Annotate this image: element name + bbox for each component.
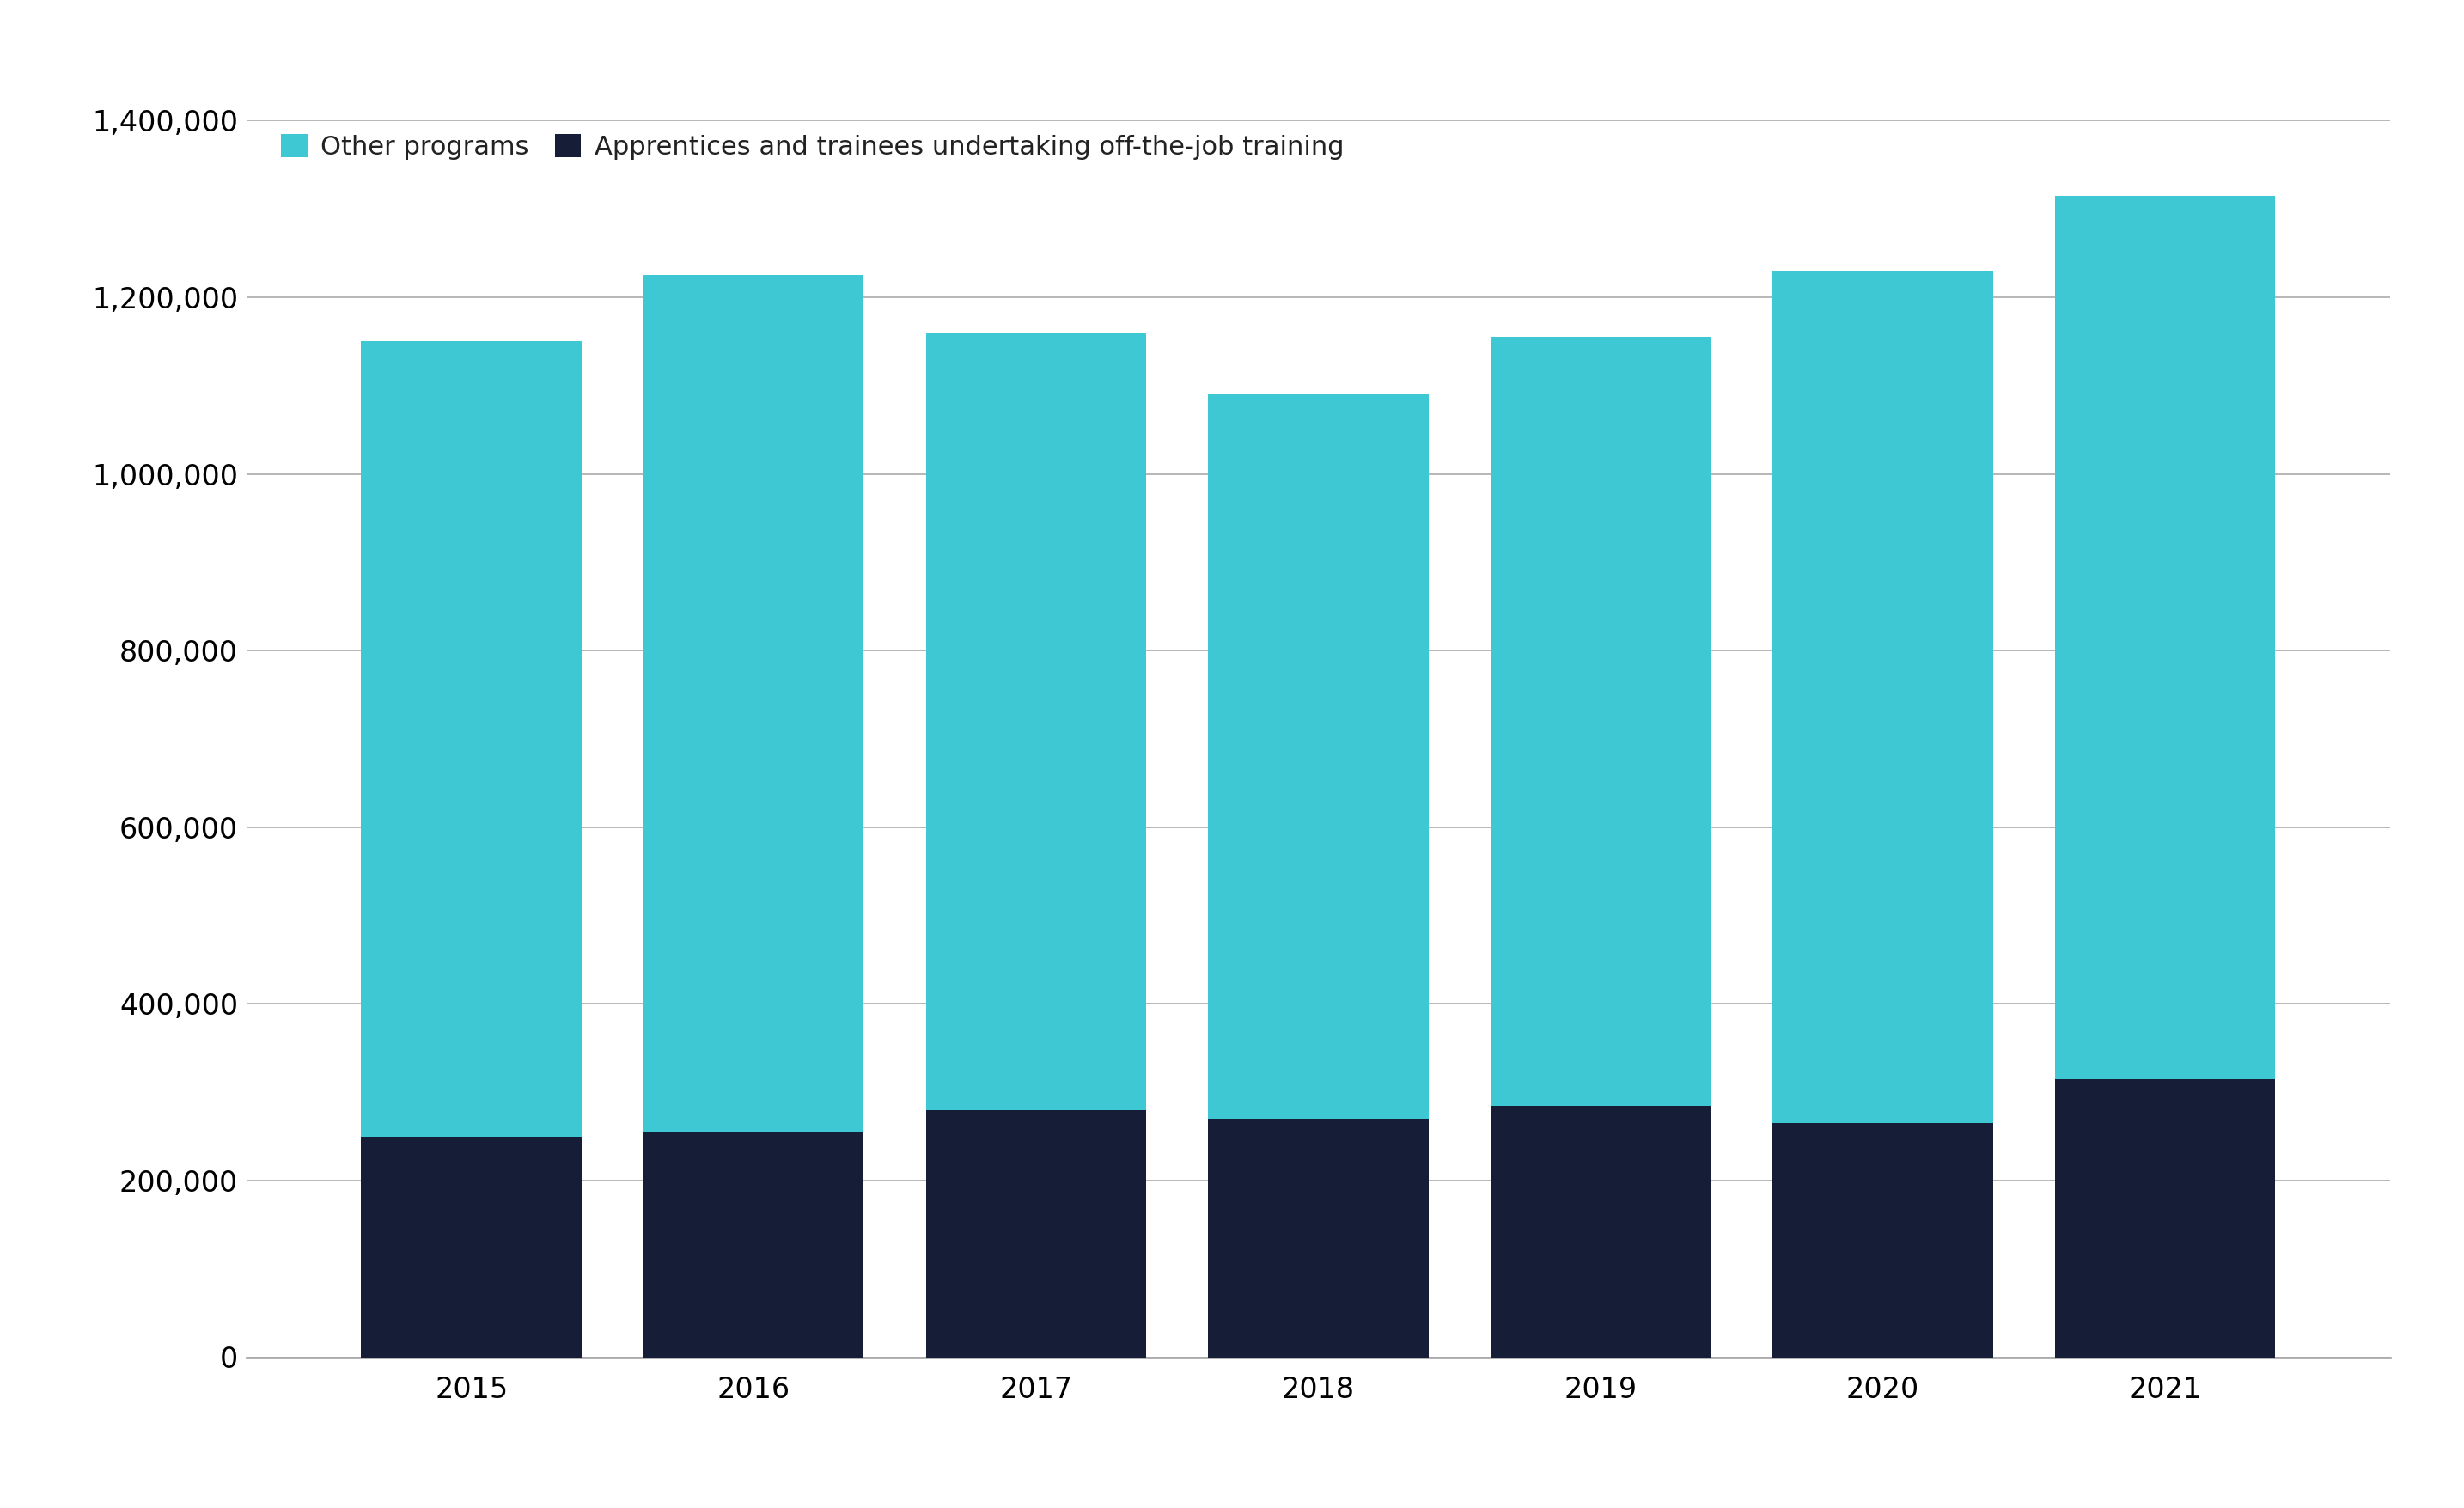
Bar xyxy=(1207,1119,1429,1357)
Bar xyxy=(1772,271,1993,1123)
Bar xyxy=(1491,1105,1710,1357)
Legend: Other programs, Apprentices and trainees undertaking off-the-job training: Other programs, Apprentices and trainees… xyxy=(281,134,1343,160)
Bar xyxy=(1772,1123,1993,1357)
Bar xyxy=(2055,1080,2274,1357)
Bar xyxy=(1207,395,1429,1119)
Bar xyxy=(643,1133,865,1357)
Bar xyxy=(926,1110,1146,1357)
Bar xyxy=(1491,336,1710,1105)
Bar xyxy=(362,1137,582,1357)
Bar xyxy=(362,341,582,1137)
Bar xyxy=(643,274,865,1133)
Bar xyxy=(926,333,1146,1110)
Bar xyxy=(2055,196,2274,1080)
